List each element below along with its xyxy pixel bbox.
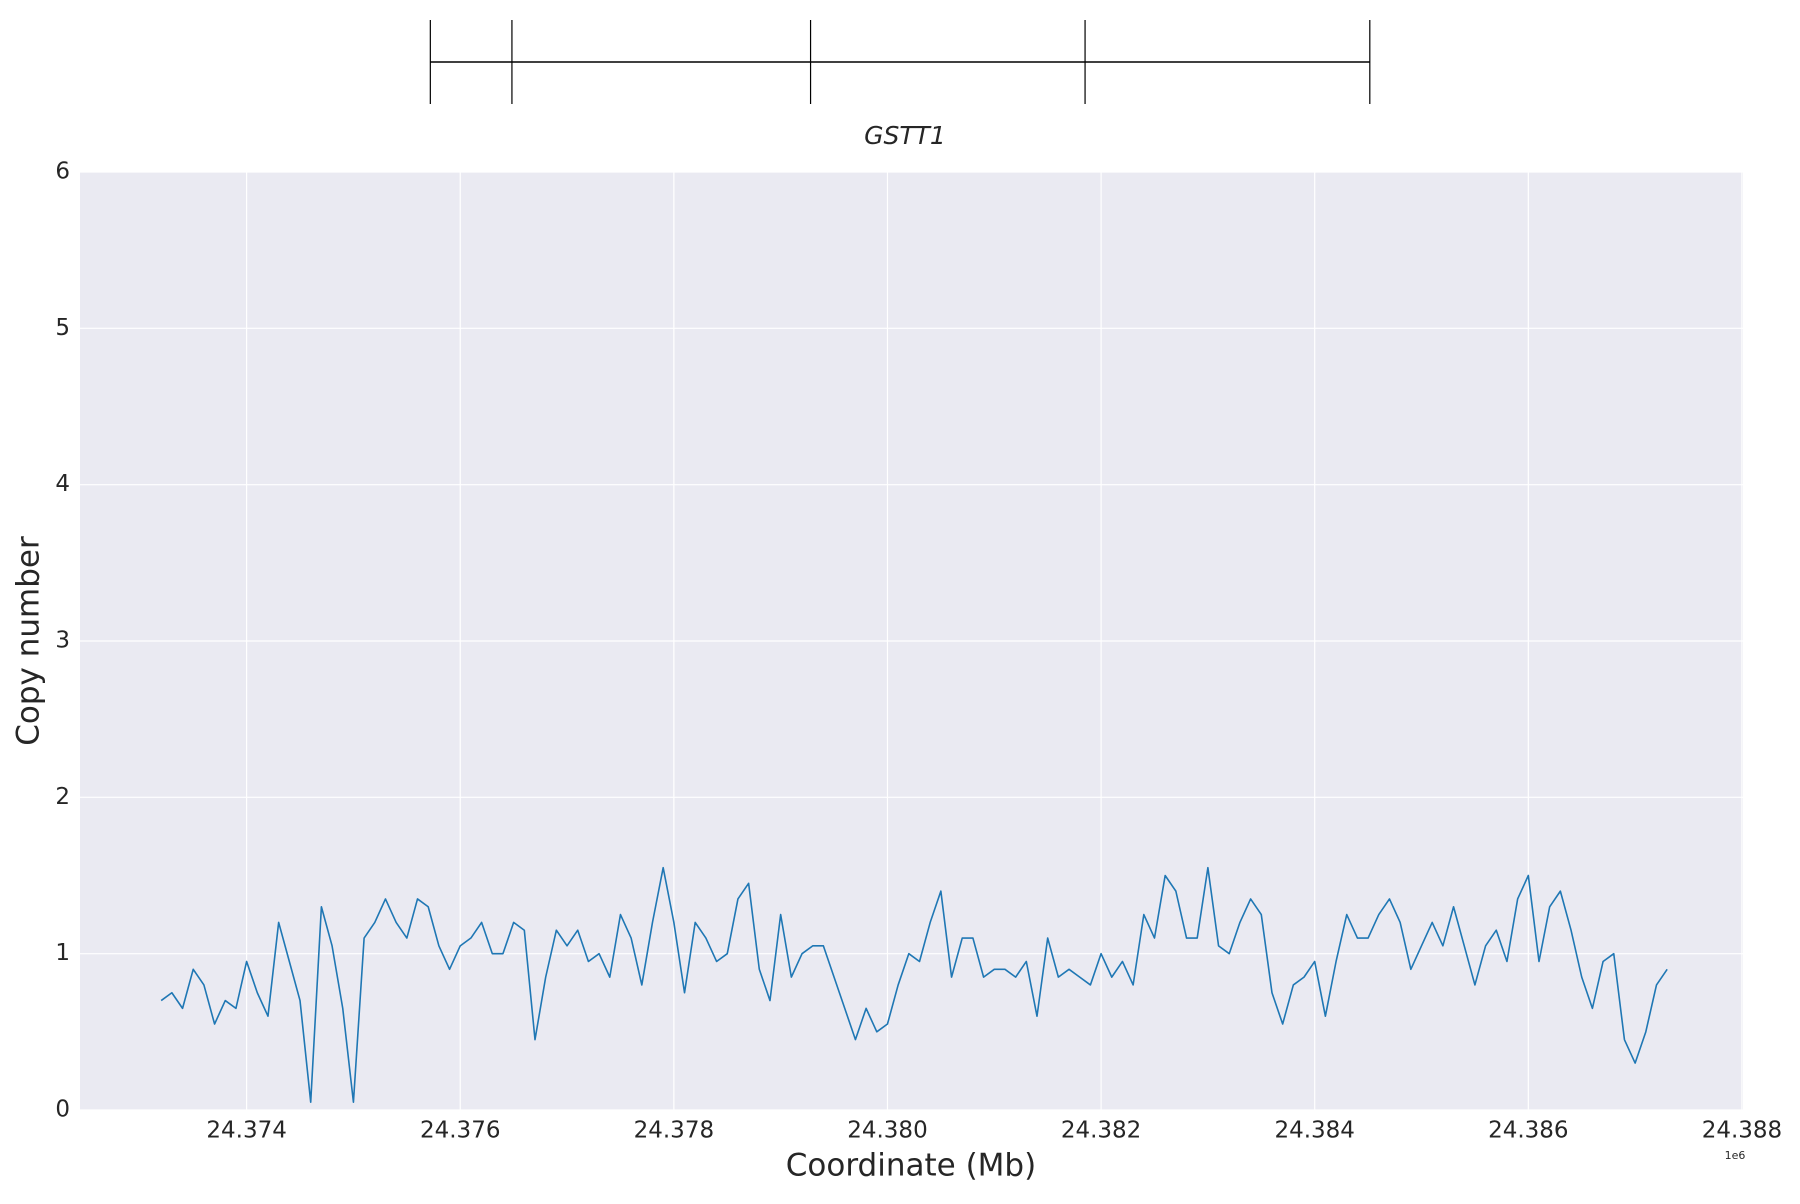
- x-tick-label: 24.380: [847, 1118, 927, 1144]
- x-tick-label: 24.382: [1061, 1118, 1141, 1144]
- y-axis-label: Copy number: [11, 536, 47, 746]
- y-tick-label: 2: [55, 784, 70, 810]
- y-tick-label: 1: [55, 940, 70, 966]
- x-axis-label: Coordinate (Mb): [786, 1148, 1036, 1184]
- y-tick-label: 5: [55, 315, 70, 341]
- y-tick-label: 4: [55, 471, 70, 497]
- gene-label: GSTT1: [864, 121, 946, 150]
- x-offset-label: 1e6: [1725, 1149, 1746, 1162]
- data-line: [160, 866, 1668, 1103]
- y-tick-label: 6: [55, 159, 70, 185]
- x-tick-label: 24.376: [420, 1118, 500, 1144]
- x-tick-label: 24.374: [206, 1118, 286, 1144]
- x-tick-label: 24.386: [1488, 1118, 1568, 1144]
- y-tick-label: 3: [55, 628, 70, 654]
- y-tick-label: 0: [55, 1097, 70, 1123]
- x-tick-label: 24.384: [1274, 1118, 1354, 1144]
- x-tick-label: 24.378: [634, 1118, 714, 1144]
- x-tick-label: 24.388: [1702, 1118, 1782, 1144]
